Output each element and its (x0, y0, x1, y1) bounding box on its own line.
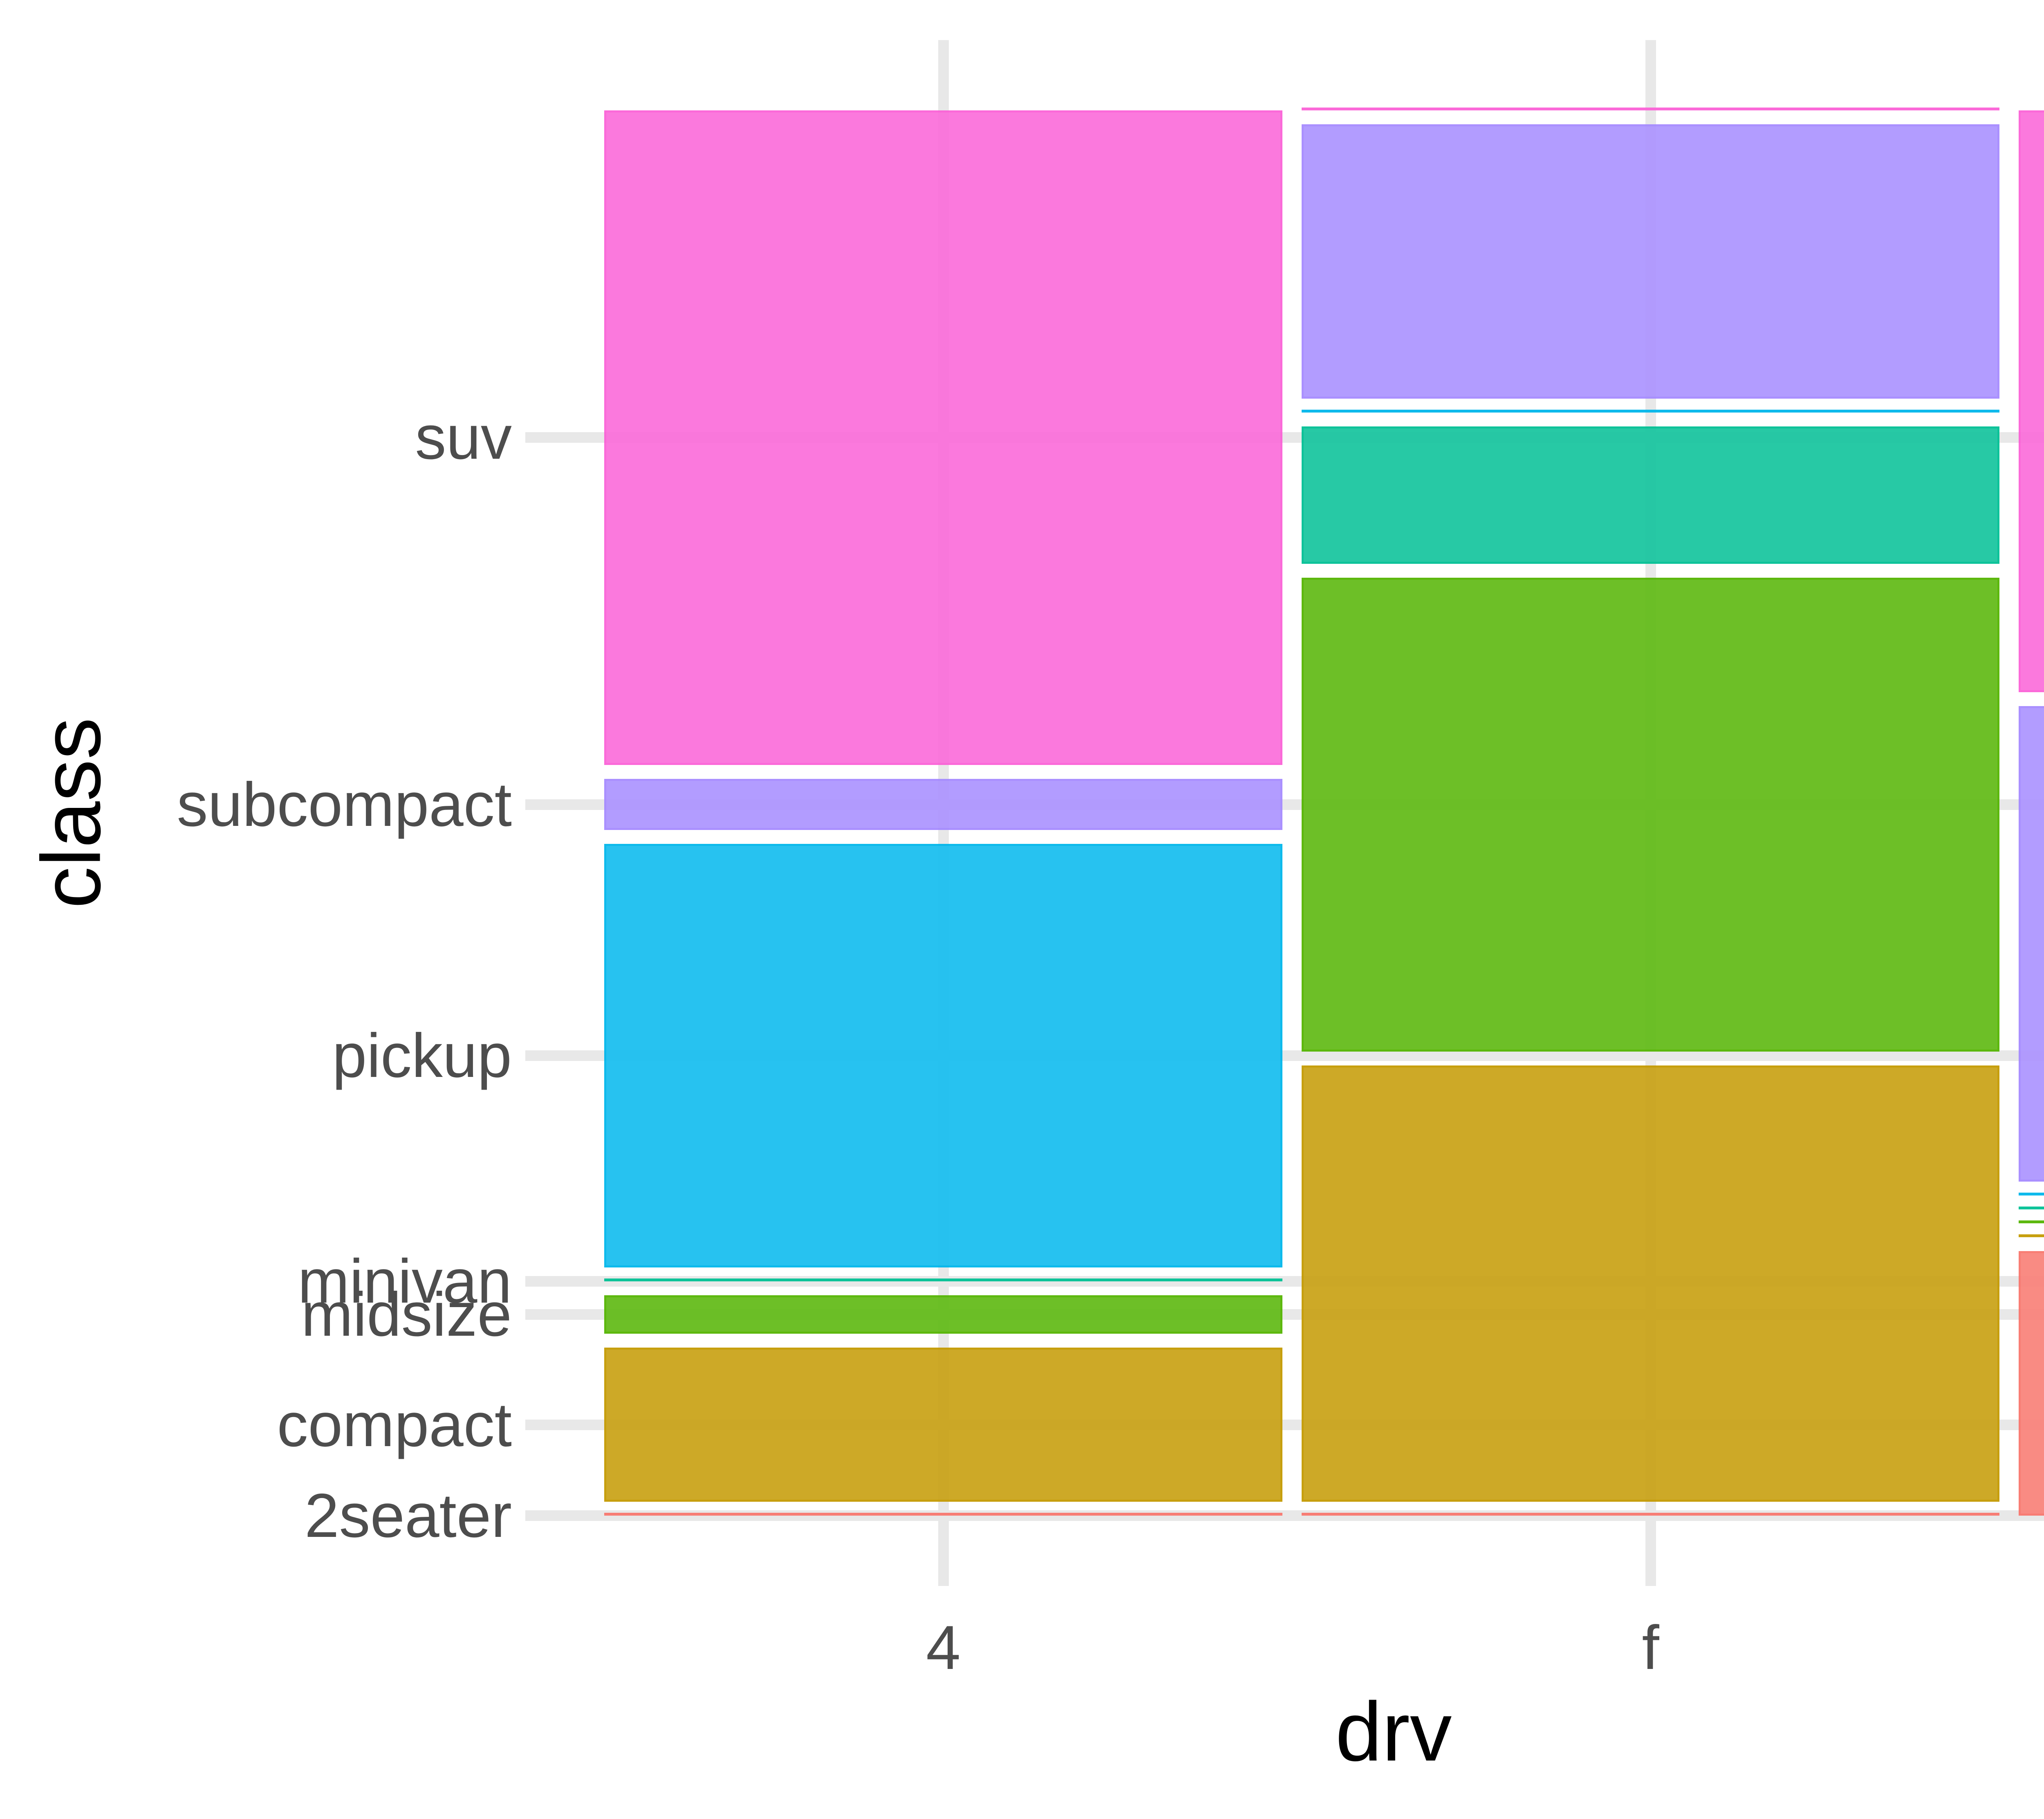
x-tick-label-r: r (1979, 1615, 2044, 1680)
y-tick-label-suv: suv (415, 403, 512, 473)
mosaic-rect-f-minivan (1302, 426, 2000, 564)
y-tick-label-subcompact: subcompact (177, 769, 512, 839)
mosaic-rect-4-suv (604, 110, 1282, 765)
mosaic-sliver-f-pickup (1302, 410, 2000, 413)
mosaic-rect-4-compact (604, 1348, 1282, 1502)
x-tick-label-f: f (1642, 1613, 1659, 1682)
mosaic-rect-r-subcompact (2019, 706, 2044, 1182)
mosaic-sliver-r-midsize (2019, 1220, 2044, 1224)
mosaic-rect-4-subcompact (604, 778, 1282, 830)
mosaic-sliver-4-minivan (604, 1278, 1282, 1282)
mosaic-rect-f-compact (1302, 1065, 2000, 1502)
mosaic-sliver-r-minivan (2019, 1207, 2044, 1210)
mosaic-sliver-f-suv (1302, 108, 2000, 110)
mosaic-rect-f-subcompact (1302, 124, 2000, 399)
mosaic-sliver-r-pickup (2019, 1193, 2044, 1196)
y-tick-label-midsize: midsize (301, 1280, 512, 1350)
mosaic-rect-f-midsize (1302, 577, 2000, 1052)
y-tick-label-pickup: pickup (332, 1021, 512, 1091)
mosaic-rect-r-2seater (2019, 1251, 2044, 1516)
y-tick-label-compact: compact (277, 1390, 512, 1460)
mosaic-rect-4-midsize (604, 1295, 1282, 1334)
x-axis-title: drv (1335, 1685, 1452, 1779)
y-tick-label-minivan: minivan (298, 1247, 512, 1317)
mosaic-sliver-f-2seater (1302, 1513, 2000, 1516)
gridline-h-2seater (525, 1510, 2044, 1521)
mosaic-sliver-4-2seater (604, 1513, 1282, 1516)
y-tick-label-2seater: 2seater (305, 1481, 512, 1550)
mosaic-rect-4-pickup (604, 844, 1282, 1268)
mosaic-sliver-r-compact (2019, 1234, 2044, 1238)
x-tick-label-4: 4 (926, 1613, 961, 1682)
mosaic-rect-r-suv (2019, 110, 2044, 692)
